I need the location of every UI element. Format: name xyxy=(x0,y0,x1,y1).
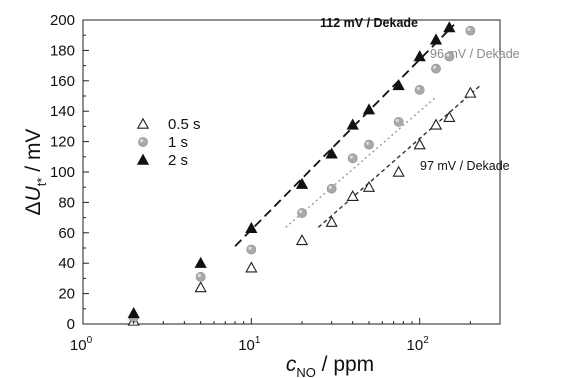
data-point xyxy=(245,221,258,233)
data-point-highlight xyxy=(366,141,370,145)
fit-label: 112 mV / Dekade xyxy=(320,16,418,30)
axis-ticks: 0 20 40 60 80 100 120 140 160 180 200 100 101 102 xyxy=(50,12,501,354)
data-point xyxy=(362,103,376,115)
data-point xyxy=(297,208,307,218)
y-tick-label: 140 xyxy=(50,103,75,120)
data-point xyxy=(429,118,443,130)
y-tick-label: 180 xyxy=(50,42,75,59)
data-point-highlight xyxy=(446,53,450,57)
data-point xyxy=(444,51,455,62)
data-point xyxy=(431,63,441,74)
data-point xyxy=(364,139,374,150)
data-point xyxy=(443,21,456,33)
fit-label: 97 mV / Dekade xyxy=(420,159,510,173)
legend-marker xyxy=(138,137,148,147)
data-point xyxy=(413,138,426,150)
data-markers xyxy=(127,21,477,326)
y-tick-label: 160 xyxy=(50,73,75,90)
fit-lines: 112 mV / Dekade 96 mV / Dekade 97 mV / Dek… xyxy=(234,16,520,247)
data-point xyxy=(392,165,405,177)
data-point-highlight xyxy=(248,246,252,250)
data-point xyxy=(325,147,338,159)
legend-marker xyxy=(136,153,150,165)
y-tick-label: 0 xyxy=(67,316,75,333)
data-point xyxy=(393,116,404,127)
y-axis-label: ΔUt* / mV xyxy=(22,129,49,216)
axis-labels: cNO / ppm ΔUt* / mV xyxy=(22,129,374,378)
fit-line xyxy=(317,84,482,228)
x-tick-label: 102 xyxy=(407,335,430,354)
data-point xyxy=(194,281,207,293)
y-tick-label: 40 xyxy=(58,255,75,272)
y-tick-label: 100 xyxy=(50,164,75,181)
x-tick-label: 101 xyxy=(238,335,261,354)
data-point-highlight xyxy=(416,86,420,91)
fit-line xyxy=(234,24,455,247)
data-point xyxy=(362,180,376,192)
legend-marker xyxy=(136,117,150,129)
data-point xyxy=(326,183,337,194)
data-point xyxy=(295,177,309,189)
data-point xyxy=(392,79,405,91)
data-point-highlight xyxy=(432,65,437,69)
data-point xyxy=(464,86,477,98)
fit-label: 96 mV / Dekade xyxy=(430,47,520,61)
y-tick-label: 80 xyxy=(58,194,75,211)
data-point xyxy=(245,261,258,273)
legend-label: 2 s xyxy=(168,152,188,169)
data-point xyxy=(429,33,443,45)
data-point xyxy=(347,153,358,164)
data-point xyxy=(346,189,359,202)
data-point-highlight xyxy=(197,273,201,278)
data-point xyxy=(325,215,338,227)
data-point xyxy=(465,25,476,36)
data-point xyxy=(414,85,425,95)
legend: 0.5 s1 s2 s xyxy=(136,116,201,169)
legend-label: 0.5 s xyxy=(168,116,201,133)
y-tick-label: 20 xyxy=(58,286,75,303)
y-tick-label: 200 xyxy=(50,12,75,29)
data-point xyxy=(295,234,309,246)
data-point xyxy=(413,50,426,62)
data-point xyxy=(346,118,359,130)
legend-label: 1 s xyxy=(168,134,188,151)
data-point xyxy=(194,256,207,268)
data-point-highlight xyxy=(299,210,303,214)
legend-marker-highlight xyxy=(140,139,144,143)
y-tick-label: 60 xyxy=(58,225,75,242)
fit-line xyxy=(285,96,437,228)
data-point xyxy=(195,271,206,282)
data-point-highlight xyxy=(395,118,399,123)
x-tick-label: 100 xyxy=(70,335,93,354)
data-point-highlight xyxy=(467,27,471,31)
x-axis-label: cNO / ppm xyxy=(286,353,374,378)
data-point xyxy=(443,110,456,122)
data-point-highlight xyxy=(328,185,332,189)
data-point-highlight xyxy=(349,155,353,159)
data-point xyxy=(127,307,140,319)
y-tick-label: 120 xyxy=(50,134,75,151)
data-point xyxy=(246,244,257,255)
